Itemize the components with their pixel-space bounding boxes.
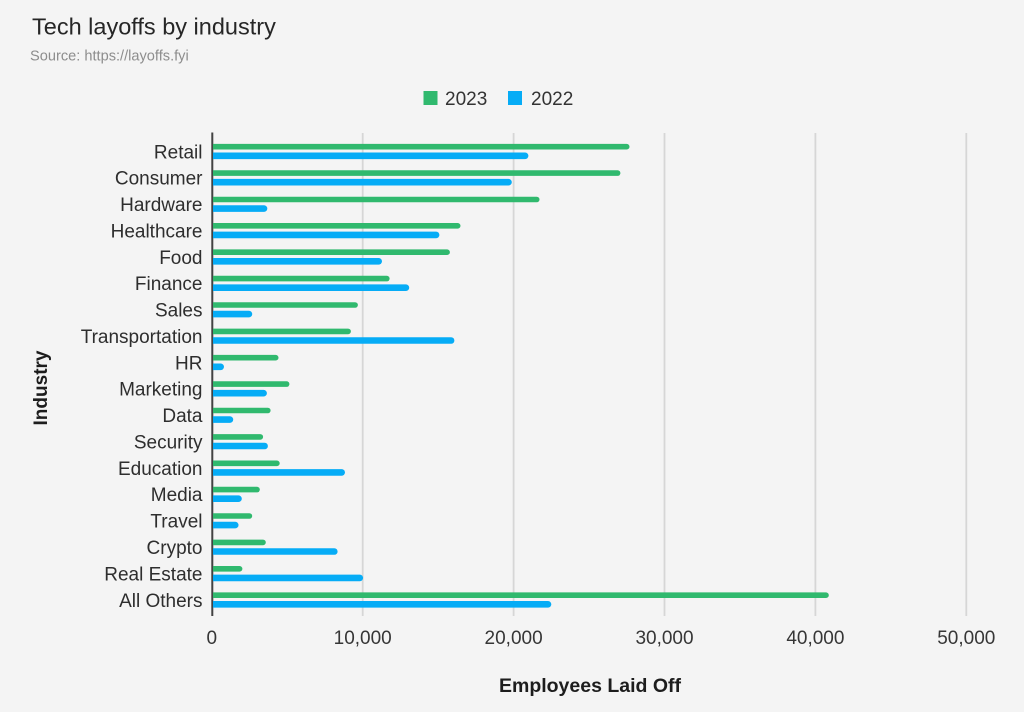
svg-text:Travel: Travel: [150, 512, 202, 533]
svg-text:Real Estate: Real Estate: [104, 564, 202, 585]
svg-text:2022: 2022: [531, 89, 573, 110]
svg-text:Employees Laid Off: Employees Laid Off: [499, 675, 682, 697]
svg-text:Sales: Sales: [155, 301, 203, 322]
svg-text:Retail: Retail: [154, 142, 203, 163]
svg-text:20,000: 20,000: [485, 628, 543, 649]
svg-text:2023: 2023: [445, 89, 487, 110]
svg-text:Marketing: Marketing: [119, 380, 202, 401]
svg-text:Tech layoffs by industry: Tech layoffs by industry: [32, 14, 276, 40]
svg-text:Media: Media: [151, 485, 203, 506]
svg-text:Transportation: Transportation: [81, 327, 203, 348]
svg-text:Consumer: Consumer: [115, 169, 203, 190]
svg-text:10,000: 10,000: [334, 628, 392, 649]
svg-text:Source: https://layoffs.fyi: Source: https://layoffs.fyi: [30, 49, 189, 65]
svg-text:30,000: 30,000: [635, 628, 693, 649]
svg-text:All Others: All Others: [119, 591, 202, 612]
svg-text:Food: Food: [159, 248, 202, 269]
svg-text:Security: Security: [134, 433, 203, 454]
svg-text:Hardware: Hardware: [120, 195, 202, 216]
svg-text:HR: HR: [175, 353, 202, 374]
svg-text:50,000: 50,000: [937, 628, 995, 649]
svg-text:Education: Education: [118, 459, 203, 480]
svg-text:40,000: 40,000: [786, 628, 844, 649]
svg-text:Data: Data: [162, 406, 203, 427]
svg-text:Healthcare: Healthcare: [111, 221, 203, 242]
svg-text:Finance: Finance: [135, 274, 203, 295]
svg-text:Crypto: Crypto: [147, 538, 203, 559]
svg-text:Industry: Industry: [31, 350, 52, 425]
svg-text:0: 0: [207, 628, 218, 649]
